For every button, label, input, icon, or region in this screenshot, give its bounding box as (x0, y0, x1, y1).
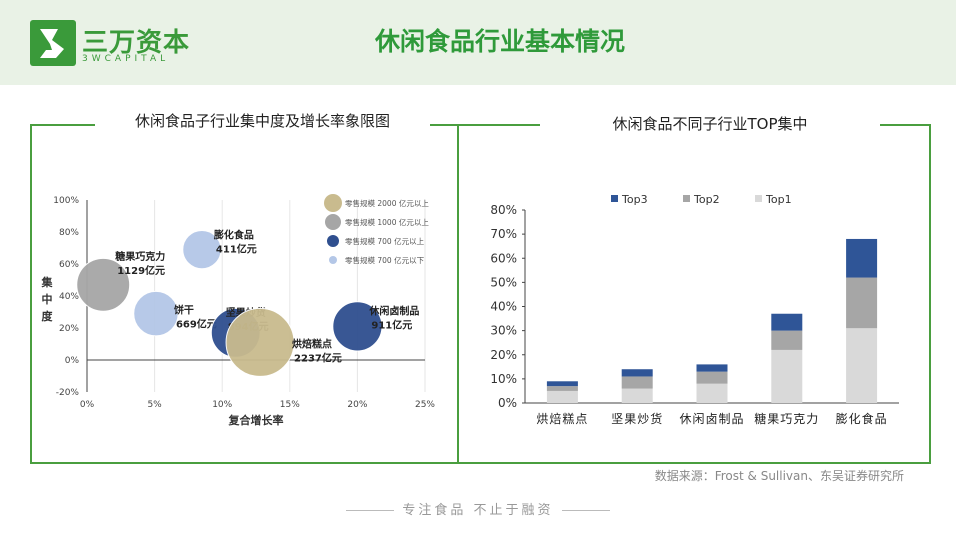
x-tick-label: 20% (347, 400, 367, 410)
x-tick-label: 10% (212, 400, 232, 410)
slogan-line-left (346, 510, 395, 511)
bubble-name-label: 休闲卤制品 (368, 304, 419, 317)
bar-segment-top1 (846, 328, 878, 403)
y-axis-label: 集 (41, 275, 54, 289)
bar-segment-top2 (546, 386, 578, 391)
bubble-value-label: 911亿元 (371, 318, 412, 331)
logo-mark-icon (30, 20, 76, 66)
legend-swatch (683, 195, 690, 202)
bar-segment-top1 (771, 349, 803, 403)
bubble-name-label: 糖果巧克力 (115, 250, 165, 263)
slogan-line-right (561, 510, 610, 511)
y-tick-label: 30% (490, 324, 517, 338)
x-tick-label: 15% (280, 400, 300, 410)
y-tick-label: 40% (490, 300, 517, 314)
bubble-name-label: 膨化食品 (214, 229, 254, 242)
x-tick-label: 5% (147, 400, 162, 410)
y-tick-label: 100% (53, 196, 79, 206)
y-tick-label: 20% (59, 324, 79, 334)
x-category-label: 坚果炒货 (611, 411, 663, 426)
bubble-point (225, 307, 295, 377)
y-tick-label: 60% (490, 251, 517, 265)
size-legend-marker (327, 235, 339, 247)
page-title: 休闲食品行业基本情况 (374, 27, 625, 56)
bar-segment-top1 (546, 390, 578, 403)
bar-segment-top3 (621, 369, 653, 377)
x-category-label: 糖果巧克力 (754, 411, 819, 426)
bar-segment-top3 (546, 381, 578, 387)
y-tick-label: 80% (490, 203, 517, 217)
bubble-point (133, 290, 179, 337)
bubble-value-label: 669亿元 (176, 318, 217, 331)
x-category-label: 休闲卤制品 (679, 412, 744, 426)
y-tick-label: 40% (59, 292, 79, 302)
legend-swatch (611, 195, 618, 202)
size-legend-marker (325, 214, 341, 230)
bubble-value-label: 411亿元 (216, 243, 257, 256)
y-tick-label: 0% (65, 356, 80, 366)
slogan: 专注食品 不止于融资 (0, 499, 956, 518)
slogan-text: 专注食品 不止于融资 (402, 503, 554, 518)
bubble-point (182, 229, 222, 270)
bubble-name-label: 饼干 (174, 304, 194, 317)
legend-label: Top1 (765, 193, 792, 206)
x-tick-label: 0% (80, 400, 95, 410)
bubble-point (76, 257, 131, 312)
stacked-bar-chart: 0% 10% 20% 30% 40% 50% 60% 70% 80% 烘焙糕点 坚果炒货 休闲卤制品糖… (490, 193, 899, 426)
size-legend-label: 零售规模 1000 亿元以上 (345, 217, 429, 227)
bubble-point (332, 301, 383, 352)
y-tick-label: 0% (498, 396, 517, 410)
bubble-value-label: 1129亿元 (117, 264, 165, 277)
y-tick-label: 70% (490, 227, 517, 241)
size-legend-label: 零售规模 700 亿元以下 (345, 255, 425, 265)
y-tick-label: 10% (490, 372, 517, 386)
bubble-chart: 0% 5% 10% 15% 20% 25%-20%0%20%40%60%80%100%复合… (41, 194, 435, 427)
x-category-label: 烘焙糕点 (536, 411, 588, 426)
header-bar: 三万资本 3WCAPITAL 休闲食品行业基本情况 (0, 0, 956, 85)
brand-name-en: 3WCAPITAL (82, 54, 170, 64)
bar-segment-top3 (771, 313, 803, 331)
y-axis-label: 中 (42, 292, 53, 306)
size-legend-label: 零售规模 2000 亿元以上 (345, 198, 429, 208)
bar-segment-top1 (696, 383, 728, 403)
legend-swatch (755, 195, 762, 202)
left-chart-title: 休闲食品子行业集中度及增长率象限图 (95, 110, 430, 132)
logo: 三万资本 3WCAPITAL (30, 18, 210, 68)
right-chart-title: 休闲食品不同子行业TOP集中 (540, 113, 880, 135)
bar-segment-top3 (696, 364, 728, 372)
size-legend-marker (324, 194, 342, 212)
size-legend-marker (329, 256, 337, 264)
bar-segment-top2 (696, 371, 728, 384)
bubble-name-label: 烘焙糕点 (292, 337, 332, 350)
x-axis-label: 复合增长率 (228, 413, 284, 427)
y-tick-label: 80% (59, 228, 79, 238)
bar-segment-top2 (621, 376, 653, 389)
legend-label: Top3 (621, 193, 648, 206)
y-tick-label: 60% (59, 260, 79, 270)
bar-segment-top3 (846, 238, 878, 278)
y-tick-label: 50% (490, 275, 517, 289)
y-tick-label: 20% (490, 348, 517, 362)
bar-segment-top2 (771, 330, 803, 350)
bar-segment-top2 (846, 277, 878, 329)
y-axis-label: 度 (42, 309, 54, 323)
legend-label: Top2 (693, 193, 720, 206)
bar-segment-top1 (621, 388, 653, 403)
x-tick-label: 25% (415, 400, 435, 410)
bubble-value-label: 2237亿元 (294, 351, 342, 364)
brand-name-cn: 三万资本 (82, 28, 191, 58)
y-tick-label: -20% (56, 388, 80, 398)
x-category-label: 膨化食品 (836, 411, 888, 426)
source-note: 数据来源：Frost & Sullivan、东吴证券研究所 (654, 469, 904, 483)
size-legend-label: 零售规模 700 亿元以上 (345, 236, 425, 246)
